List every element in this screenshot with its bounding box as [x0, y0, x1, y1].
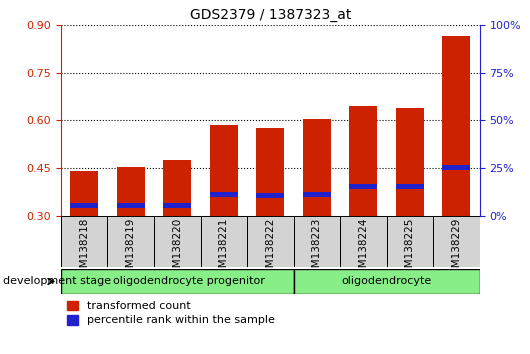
Bar — [349, 184, 377, 189]
Bar — [247, 216, 294, 267]
Bar — [443, 36, 470, 216]
Bar — [257, 193, 284, 198]
Text: GSM138222: GSM138222 — [266, 217, 275, 281]
Bar — [117, 166, 145, 216]
Text: GSM138224: GSM138224 — [358, 217, 368, 281]
Legend: transformed count, percentile rank within the sample: transformed count, percentile rank withi… — [66, 301, 275, 325]
Bar — [108, 216, 154, 267]
Text: GSM138219: GSM138219 — [126, 217, 136, 281]
Bar — [70, 171, 98, 216]
Text: GSM138218: GSM138218 — [79, 217, 89, 281]
Bar — [303, 192, 331, 197]
Bar — [443, 165, 470, 170]
Bar — [433, 216, 480, 267]
Text: GSM138229: GSM138229 — [452, 217, 462, 281]
Bar — [154, 216, 200, 267]
Bar — [340, 216, 386, 267]
Text: development stage: development stage — [3, 276, 111, 286]
Text: oligodendrocyte progenitor: oligodendrocyte progenitor — [113, 276, 265, 286]
Bar — [396, 108, 424, 216]
Bar — [163, 160, 191, 216]
Bar — [163, 203, 191, 208]
Bar — [61, 216, 108, 267]
Bar — [210, 192, 238, 197]
Bar — [294, 216, 340, 267]
Bar — [200, 216, 247, 267]
Text: GSM138225: GSM138225 — [405, 217, 415, 281]
Bar — [386, 216, 433, 267]
Bar — [117, 203, 145, 208]
Text: GSM138223: GSM138223 — [312, 217, 322, 281]
Bar — [303, 119, 331, 216]
Title: GDS2379 / 1387323_at: GDS2379 / 1387323_at — [190, 8, 351, 22]
Text: GSM138220: GSM138220 — [172, 217, 182, 281]
Bar — [396, 184, 424, 189]
Text: GSM138221: GSM138221 — [219, 217, 229, 281]
Text: oligodendrocyte: oligodendrocyte — [341, 276, 432, 286]
Bar — [294, 269, 480, 294]
Bar — [61, 269, 294, 294]
Bar — [349, 106, 377, 216]
Bar — [70, 203, 98, 208]
Bar — [257, 128, 284, 216]
Bar — [210, 125, 238, 216]
